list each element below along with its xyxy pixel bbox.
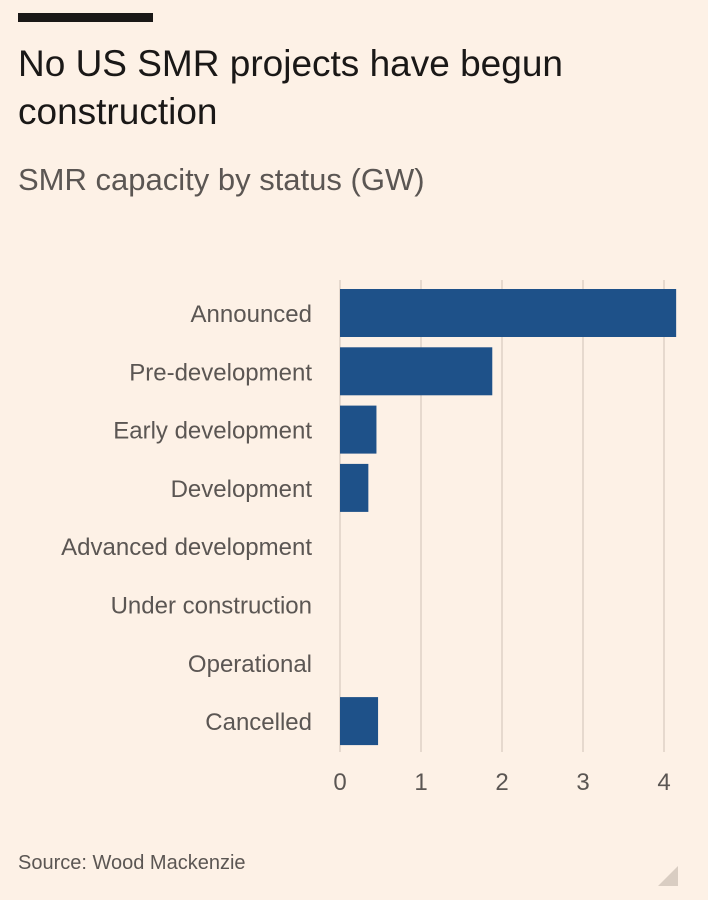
- x-tick-label: 4: [657, 769, 670, 796]
- category-label: Early development: [113, 418, 312, 445]
- corner-mark: [658, 866, 678, 886]
- category-label: Pre-development: [129, 359, 312, 386]
- bar-cancelled: [340, 697, 379, 746]
- category-labels: Announced Pre-development Early developmen…: [61, 301, 312, 736]
- gridlines: [339, 280, 665, 752]
- bar-chart: Announced Pre-development Early developmen…: [61, 280, 677, 796]
- category-label: Under construction: [111, 593, 312, 620]
- bar-pre-development: [340, 347, 493, 396]
- x-axis-ticks: 0 1 2 3 4: [333, 769, 670, 796]
- bars: [340, 289, 677, 746]
- bar-early-development: [340, 405, 377, 454]
- category-label: Development: [171, 476, 313, 503]
- x-tick-label: 1: [414, 769, 427, 796]
- top-rule: [18, 13, 153, 22]
- x-tick-label: 2: [495, 769, 508, 796]
- category-label: Announced: [191, 301, 312, 328]
- bar-announced: [340, 289, 677, 337]
- category-label: Cancelled: [205, 709, 312, 736]
- category-label: Advanced development: [61, 534, 312, 561]
- bar-development: [340, 463, 369, 512]
- chart-subtitle: SMR capacity by status (GW): [18, 162, 425, 197]
- source-note: Source: Wood Mackenzie: [18, 852, 246, 874]
- x-tick-label: 0: [333, 769, 346, 796]
- x-tick-label: 3: [576, 769, 589, 796]
- category-label: Operational: [188, 651, 312, 678]
- chart-title: No US SMR projects have begun constructi…: [18, 43, 563, 132]
